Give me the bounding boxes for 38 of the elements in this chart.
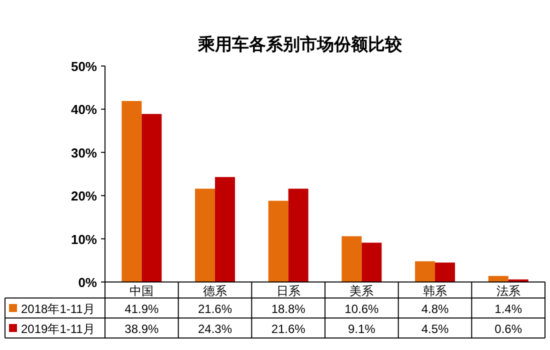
bar bbox=[195, 188, 215, 282]
x-tick-label: 中国 bbox=[130, 284, 154, 298]
y-tick-label: 0% bbox=[78, 275, 98, 290]
x-tick-label: 韩系 bbox=[423, 284, 447, 298]
data-label: 0.6% bbox=[494, 322, 522, 336]
y-tick-label: 20% bbox=[70, 188, 98, 204]
data-label: 4.8% bbox=[421, 302, 449, 316]
data-label: 24.3% bbox=[198, 322, 232, 336]
y-tick-label: 30% bbox=[70, 145, 98, 160]
y-tick-label: 40% bbox=[70, 102, 98, 118]
bar bbox=[342, 236, 362, 282]
bar bbox=[488, 276, 508, 282]
data-label: 21.6% bbox=[271, 322, 306, 336]
legend-label: 2018年1-11月 bbox=[21, 302, 95, 316]
data-label: 18.8% bbox=[271, 302, 306, 316]
x-tick-label: 德系 bbox=[203, 284, 227, 298]
data-label: 1.4% bbox=[494, 302, 522, 316]
data-label: 9.1% bbox=[348, 322, 376, 336]
chart-title: 乘用车各系别市场份额比较 bbox=[197, 35, 403, 54]
bar bbox=[268, 200, 288, 282]
data-label: 38.9% bbox=[124, 322, 160, 336]
legend-label: 2019年1-11月 bbox=[21, 322, 95, 336]
x-tick-label: 法系 bbox=[496, 284, 520, 298]
bar bbox=[142, 114, 162, 282]
data-label: 10.6% bbox=[344, 302, 380, 316]
y-tick-label: 50% bbox=[70, 59, 98, 74]
data-label: 21.6% bbox=[198, 302, 232, 316]
bar bbox=[215, 177, 235, 282]
bar bbox=[288, 188, 308, 282]
y-tick-label: 10% bbox=[70, 232, 98, 247]
data-label: 41.9% bbox=[124, 302, 160, 316]
bar bbox=[362, 242, 382, 282]
data-label: 4.5% bbox=[421, 322, 449, 336]
bar bbox=[415, 261, 435, 282]
x-tick-label: 日系 bbox=[276, 284, 300, 298]
x-tick-label: 美系 bbox=[350, 284, 374, 298]
bar bbox=[435, 262, 455, 282]
bar bbox=[122, 100, 142, 282]
